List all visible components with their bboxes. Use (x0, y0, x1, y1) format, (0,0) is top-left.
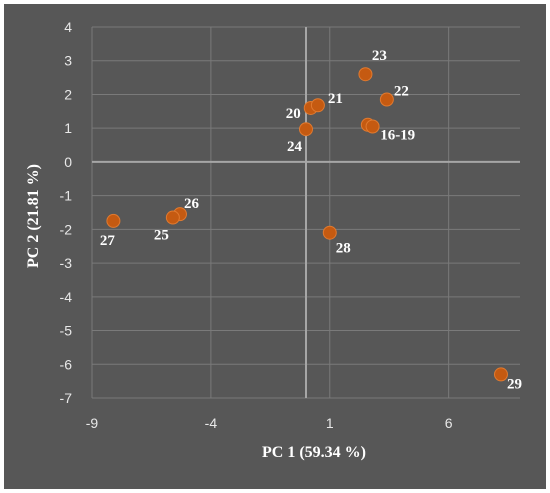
x-tick-label: 1 (326, 415, 334, 431)
y-tick-label: 3 (64, 53, 72, 69)
y-tick-label: -6 (60, 356, 73, 372)
point-label: 22 (394, 84, 409, 100)
y-tick-label: 0 (64, 154, 72, 170)
y-tick-label: -5 (60, 323, 73, 339)
y-tick-label: 2 (64, 86, 72, 102)
y-axis-title: PC 2 (21.81 %) (25, 164, 42, 268)
scatter-point (322, 225, 337, 240)
scatter-point (310, 98, 325, 113)
scatter-point (165, 210, 180, 225)
chart-background (4, 4, 546, 489)
y-tick-label: 1 (64, 120, 72, 136)
point-label: 28 (336, 241, 351, 257)
y-tick-label: -3 (60, 255, 73, 271)
point-label: 21 (328, 91, 343, 107)
point-label: 26 (184, 196, 200, 212)
scatter-point (365, 119, 380, 134)
point-label: 23 (372, 48, 387, 64)
x-tick-label: -4 (205, 415, 218, 431)
x-tick-label: -9 (86, 415, 99, 431)
scatter-point (379, 92, 394, 107)
zero-axes (92, 27, 520, 398)
data-points (106, 67, 508, 382)
y-tick-label: -2 (60, 221, 73, 237)
y-tick-label: 4 (64, 19, 72, 35)
point-label: 24 (287, 139, 303, 155)
point-label: 27 (100, 233, 116, 249)
point-label: 20 (286, 106, 301, 122)
point-labels: 23 22 20 21 24 16-19 28 26 25 27 29 (100, 48, 522, 392)
point-label: 16-19 (380, 127, 415, 143)
scatter-point (493, 367, 508, 382)
y-tick-label: -1 (60, 188, 73, 204)
point-label: 25 (154, 228, 169, 244)
scatter-point (106, 213, 121, 228)
y-tick-label: -7 (60, 390, 73, 406)
scatter-point (358, 67, 373, 82)
scatter-point (299, 122, 313, 137)
point-label: 29 (507, 376, 522, 392)
y-tick-label: -4 (60, 289, 73, 305)
x-tick-label: 6 (445, 415, 453, 431)
x-axis-title: PC 1 (59.34 %) (262, 444, 366, 461)
